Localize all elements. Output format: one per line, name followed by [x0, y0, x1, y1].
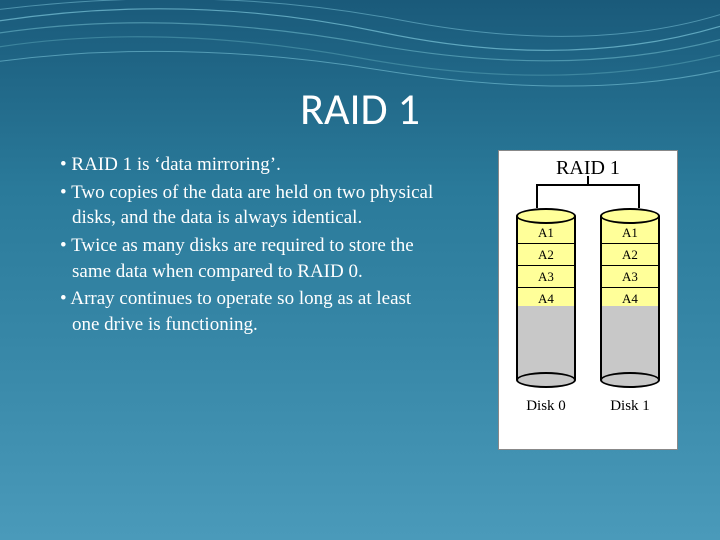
disk-block: A1	[518, 222, 574, 244]
disk-column-1: A1 A2 A3 A4 Disk 1	[600, 208, 660, 415]
slide-title: RAID 1	[0, 82, 720, 136]
bullet-list: RAID 1 is ‘data mirroring’. Two copies o…	[60, 152, 440, 339]
bullet-item: Two copies of the data are held on two p…	[60, 180, 440, 231]
disk-block: A3	[518, 266, 574, 288]
disk-cylinder: A1 A2 A3 A4	[600, 208, 660, 388]
bullet-item: Twice as many disks are required to stor…	[60, 233, 440, 284]
disk-label: Disk 1	[600, 398, 660, 415]
disk-column-0: A1 A2 A3 A4 Disk 0	[516, 208, 576, 415]
disk-cylinder: A1 A2 A3 A4	[516, 208, 576, 388]
disk-group: A1 A2 A3 A4 Disk 0 A1 A2 A3	[499, 208, 677, 415]
disk-block: A3	[602, 266, 658, 288]
raid-diagram: RAID 1 A1 A2 A3 A4 Disk 0	[498, 150, 678, 450]
disk-block: A2	[602, 244, 658, 266]
disk-block: A1	[602, 222, 658, 244]
slide: RAID 1 RAID 1 is ‘data mirroring’. Two c…	[0, 0, 720, 540]
branch-connector	[518, 184, 658, 208]
bullet-item: Array continues to operate so long as at…	[60, 286, 440, 337]
disk-block: A2	[518, 244, 574, 266]
bullet-item: RAID 1 is ‘data mirroring’.	[60, 152, 440, 178]
disk-label: Disk 0	[516, 398, 576, 415]
disk-block: A4	[518, 288, 574, 310]
disk-block: A4	[602, 288, 658, 310]
